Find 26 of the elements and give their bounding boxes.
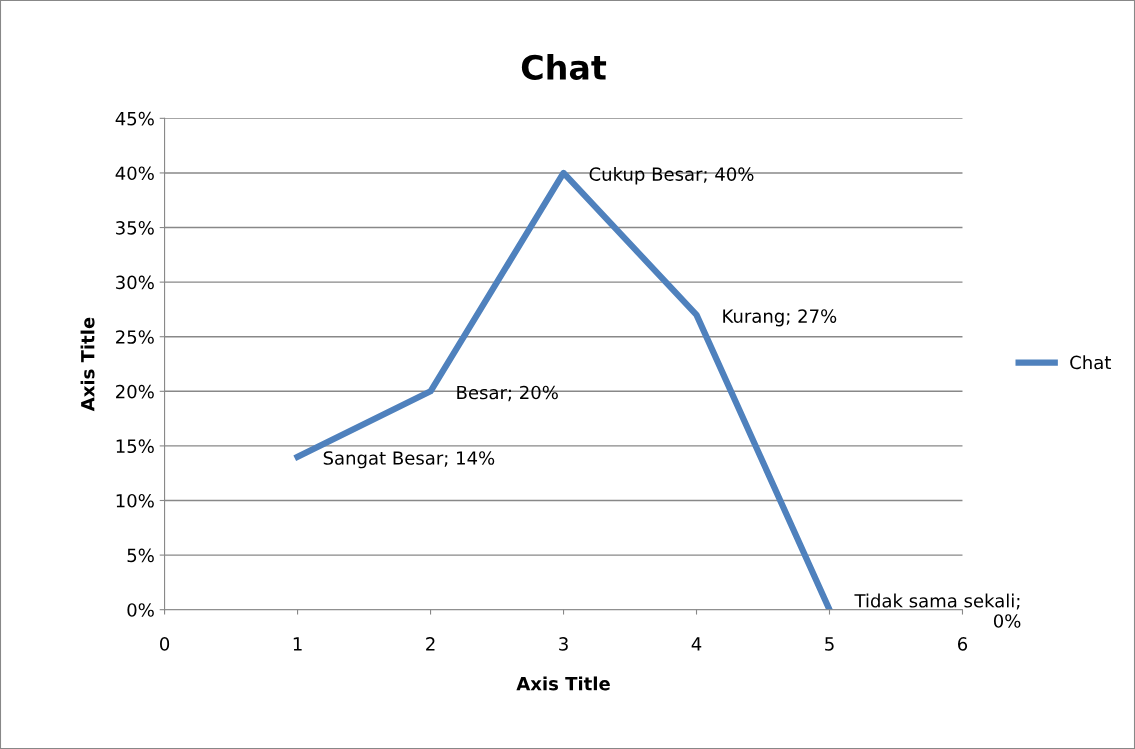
annotation: Sangat Besar; 14% (323, 451, 495, 469)
y-tick-label: 15% (116, 439, 154, 454)
x-tick-label: 5 (825, 637, 834, 651)
annotation: Kurang; 27% (723, 309, 837, 327)
x-tick-label: 6 (958, 637, 968, 651)
x-axis-title: Axis Title (516, 676, 610, 691)
legend-label: Chat (1070, 355, 1111, 370)
chart-title: Chat (521, 54, 607, 80)
y-axis-title: Axis Title (80, 317, 95, 412)
x-tick-label: 3 (559, 637, 568, 651)
x-tick-label: 4 (691, 637, 702, 651)
y-tick-label: 30% (116, 275, 154, 290)
y-tick-label: 0% (127, 603, 154, 617)
y-tick-label: 20% (116, 384, 154, 399)
y-tick-label: 5% (127, 548, 154, 563)
annotation: Besar; 20% (457, 385, 558, 402)
y-tick-label: 35% (116, 220, 154, 235)
x-tick-label: 1 (293, 637, 302, 651)
x-tick-label: 2 (426, 637, 435, 651)
y-tick-label: 25% (116, 330, 154, 344)
y-tick-label: 40% (115, 166, 154, 181)
annotation: Tidak sama sekali; 0% (854, 593, 1021, 628)
annotation: Cukup Besar; 40% (589, 166, 754, 185)
y-tick-label: 45% (115, 111, 154, 126)
x-tick-label: 0 (160, 637, 170, 651)
y-tick-label: 10% (116, 493, 154, 508)
